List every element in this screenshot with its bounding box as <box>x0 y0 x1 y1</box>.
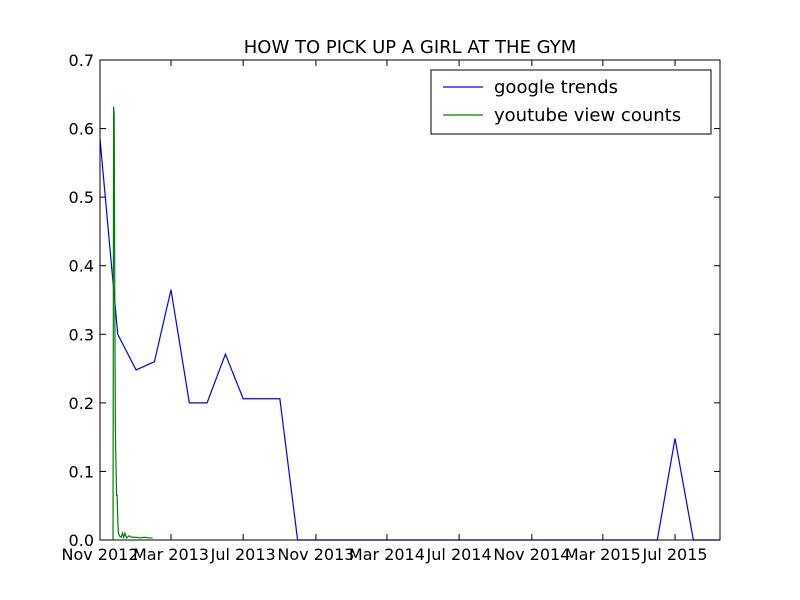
plot-frame <box>99 59 721 541</box>
legend-box <box>430 69 712 135</box>
legend: google trends youtube view counts <box>430 69 712 135</box>
y-tick-label: 0.4 <box>69 257 94 276</box>
legend-label-google-trends: google trends <box>494 77 618 98</box>
plot-area <box>99 106 720 541</box>
y-axis: 0.0 0.1 0.2 0.3 0.4 0.5 0.6 0.7 <box>69 51 720 550</box>
series-line-youtube-view-counts <box>112 106 153 541</box>
x-tick-label: Jul 2015 <box>641 545 707 564</box>
x-tick-label: Nov 2012 <box>61 545 138 564</box>
y-tick-label: 0.1 <box>69 462 94 481</box>
y-tick-label: 0.6 <box>69 120 94 139</box>
x-tick-label: Mar 2015 <box>565 545 641 564</box>
y-tick-label: 0.2 <box>69 394 94 413</box>
y-tick-label: 0.3 <box>69 325 94 344</box>
legend-label-youtube-view-counts: youtube view counts <box>494 105 681 126</box>
x-tick-label: Nov 2014 <box>493 545 570 564</box>
x-tick-label: Jul 2014 <box>426 545 492 564</box>
x-tick-label: Mar 2013 <box>133 545 209 564</box>
series-line-google-trends <box>99 138 720 541</box>
y-tick-label: 0.5 <box>69 188 94 207</box>
x-tick-label: Jul 2013 <box>210 545 276 564</box>
chart-title: HOW TO PICK UP A GIRL AT THE GYM <box>244 37 577 58</box>
x-tick-label: Nov 2013 <box>277 545 354 564</box>
y-tick-label: 0.0 <box>69 531 94 550</box>
y-tick-label: 0.7 <box>69 51 94 70</box>
x-tick-label: Mar 2014 <box>349 545 425 564</box>
